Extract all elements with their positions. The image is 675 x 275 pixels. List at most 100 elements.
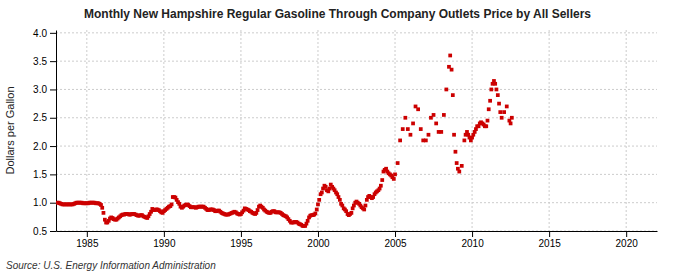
x-tick-mark	[241, 231, 242, 237]
point	[463, 139, 467, 143]
x-tick-mark	[549, 231, 550, 237]
grid-line-y	[56, 32, 657, 33]
y-tick-mark	[50, 33, 56, 34]
point	[442, 113, 446, 117]
point	[424, 139, 428, 143]
point	[324, 185, 328, 189]
point	[406, 127, 410, 131]
point	[398, 139, 402, 143]
y-tick-label: 3.0	[33, 84, 47, 95]
point	[502, 110, 506, 114]
point	[444, 88, 448, 92]
grid-line-y	[56, 61, 657, 62]
y-tick: 2.0	[33, 141, 56, 152]
point	[455, 161, 459, 165]
grid-line-y	[56, 231, 657, 232]
point	[496, 93, 500, 97]
x-tick-label: 2005	[384, 238, 407, 249]
grid-line-x	[86, 30, 87, 231]
x-tick: 1985	[76, 231, 99, 249]
y-axis-title: Dollars per Gallon	[4, 86, 16, 174]
point	[452, 133, 456, 137]
grid-line-x	[163, 30, 164, 231]
x-tick-mark	[626, 231, 627, 237]
point	[460, 164, 464, 168]
y-tick: 1.5	[33, 169, 56, 180]
point	[427, 133, 431, 137]
y-tick-mark	[50, 203, 56, 204]
point	[317, 198, 321, 202]
point	[100, 206, 104, 210]
x-tick-label: 2020	[616, 238, 639, 249]
point	[432, 113, 436, 117]
x-tick: 2015	[539, 231, 562, 249]
y-tick: 4.0	[33, 28, 56, 39]
x-tick-label: 1990	[153, 238, 176, 249]
point	[403, 116, 407, 120]
grid-line-y	[56, 174, 657, 175]
point	[451, 93, 455, 97]
y-tick: 1.0	[33, 197, 56, 208]
grid-line-x	[395, 30, 396, 231]
y-tick-mark	[50, 146, 56, 147]
y-tick: 3.0	[33, 84, 56, 95]
x-tick: 1995	[230, 231, 253, 249]
y-axis: 0.5 1.0 1.5 2.0 2.5 3.0 3.5 4.0	[33, 28, 56, 237]
point	[416, 107, 420, 111]
x-axis: 19851990199520002005201020152020	[57, 231, 658, 249]
point	[497, 102, 501, 106]
x-tick-mark	[395, 231, 396, 237]
point	[489, 88, 493, 92]
x-tick: 2005	[384, 231, 407, 249]
y-tick-label: 0.5	[33, 226, 47, 237]
grid-line-y	[56, 117, 657, 118]
x-tick: 2020	[616, 231, 639, 249]
plot-area: 198519901995200020052010201520200.51.01.…	[33, 28, 657, 250]
point	[170, 203, 174, 207]
point	[380, 178, 384, 182]
y-tick-mark	[50, 118, 56, 119]
y-tick-label: 1.0	[33, 197, 47, 208]
point	[505, 105, 509, 109]
point	[313, 212, 317, 216]
point	[401, 127, 405, 131]
point	[315, 208, 319, 212]
point	[484, 124, 488, 128]
point	[448, 54, 452, 58]
point	[320, 191, 324, 195]
points	[56, 54, 514, 228]
point	[454, 150, 458, 154]
grid-line-y	[56, 146, 657, 147]
x-tick-label: 1985	[76, 238, 99, 249]
point	[393, 173, 397, 177]
x-tick-label: 1995	[230, 238, 253, 249]
grid-line-y	[56, 89, 657, 90]
point	[487, 107, 491, 111]
point	[316, 203, 320, 207]
y-tick-label: 4.0	[33, 28, 47, 39]
point	[338, 198, 342, 202]
point	[486, 119, 490, 123]
y-tick-mark	[50, 89, 56, 90]
point	[457, 170, 461, 174]
grid-line-x	[240, 30, 241, 231]
x-tick-mark	[87, 231, 88, 237]
point	[364, 204, 368, 208]
grid-line-x	[472, 30, 473, 231]
y-tick-label: 1.5	[33, 169, 47, 180]
point	[306, 219, 310, 223]
point	[500, 116, 504, 120]
point	[102, 211, 106, 215]
y-tick: 2.5	[33, 112, 56, 123]
grid	[56, 30, 657, 231]
point	[493, 82, 497, 86]
point	[450, 68, 454, 72]
point	[439, 130, 443, 134]
x-tick-label: 2010	[461, 238, 484, 249]
point	[379, 184, 383, 188]
x-tick: 1990	[153, 231, 176, 249]
point	[509, 122, 513, 126]
y-tick: 3.5	[33, 56, 56, 67]
point	[396, 161, 400, 165]
point	[409, 133, 413, 137]
